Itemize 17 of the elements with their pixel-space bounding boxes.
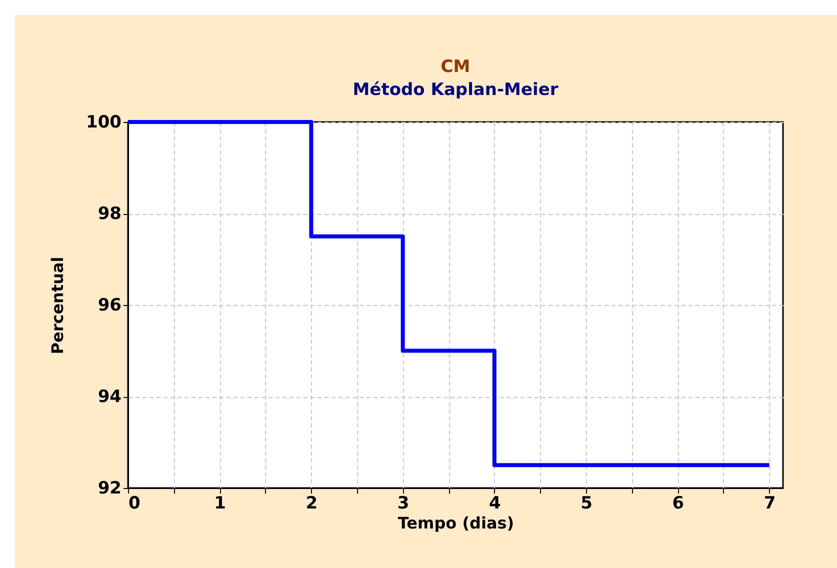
- x-tick-label: 5: [580, 494, 592, 514]
- x-tick-label: 4: [489, 494, 502, 514]
- y-tick-label: 98: [98, 204, 122, 224]
- x-tick-label: 6: [672, 494, 684, 514]
- x-axis-title: Tempo (dias): [398, 514, 514, 532]
- y-tick-label: 94: [98, 387, 122, 407]
- chart-subtitle: Método Kaplan-Meier: [352, 80, 559, 100]
- y-axis-title: Percentual: [48, 256, 68, 354]
- chart-title: CM: [440, 57, 470, 77]
- y-tick-label: 92: [98, 478, 122, 498]
- x-tick-label: 2: [306, 494, 318, 514]
- x-tick-label: 1: [214, 494, 226, 514]
- x-tick-label: 7: [764, 494, 776, 514]
- x-tick-label: 0: [128, 494, 140, 514]
- y-tick-label: 96: [98, 296, 122, 316]
- y-tick-label: 100: [86, 112, 122, 132]
- x-tick-label: 3: [397, 494, 410, 514]
